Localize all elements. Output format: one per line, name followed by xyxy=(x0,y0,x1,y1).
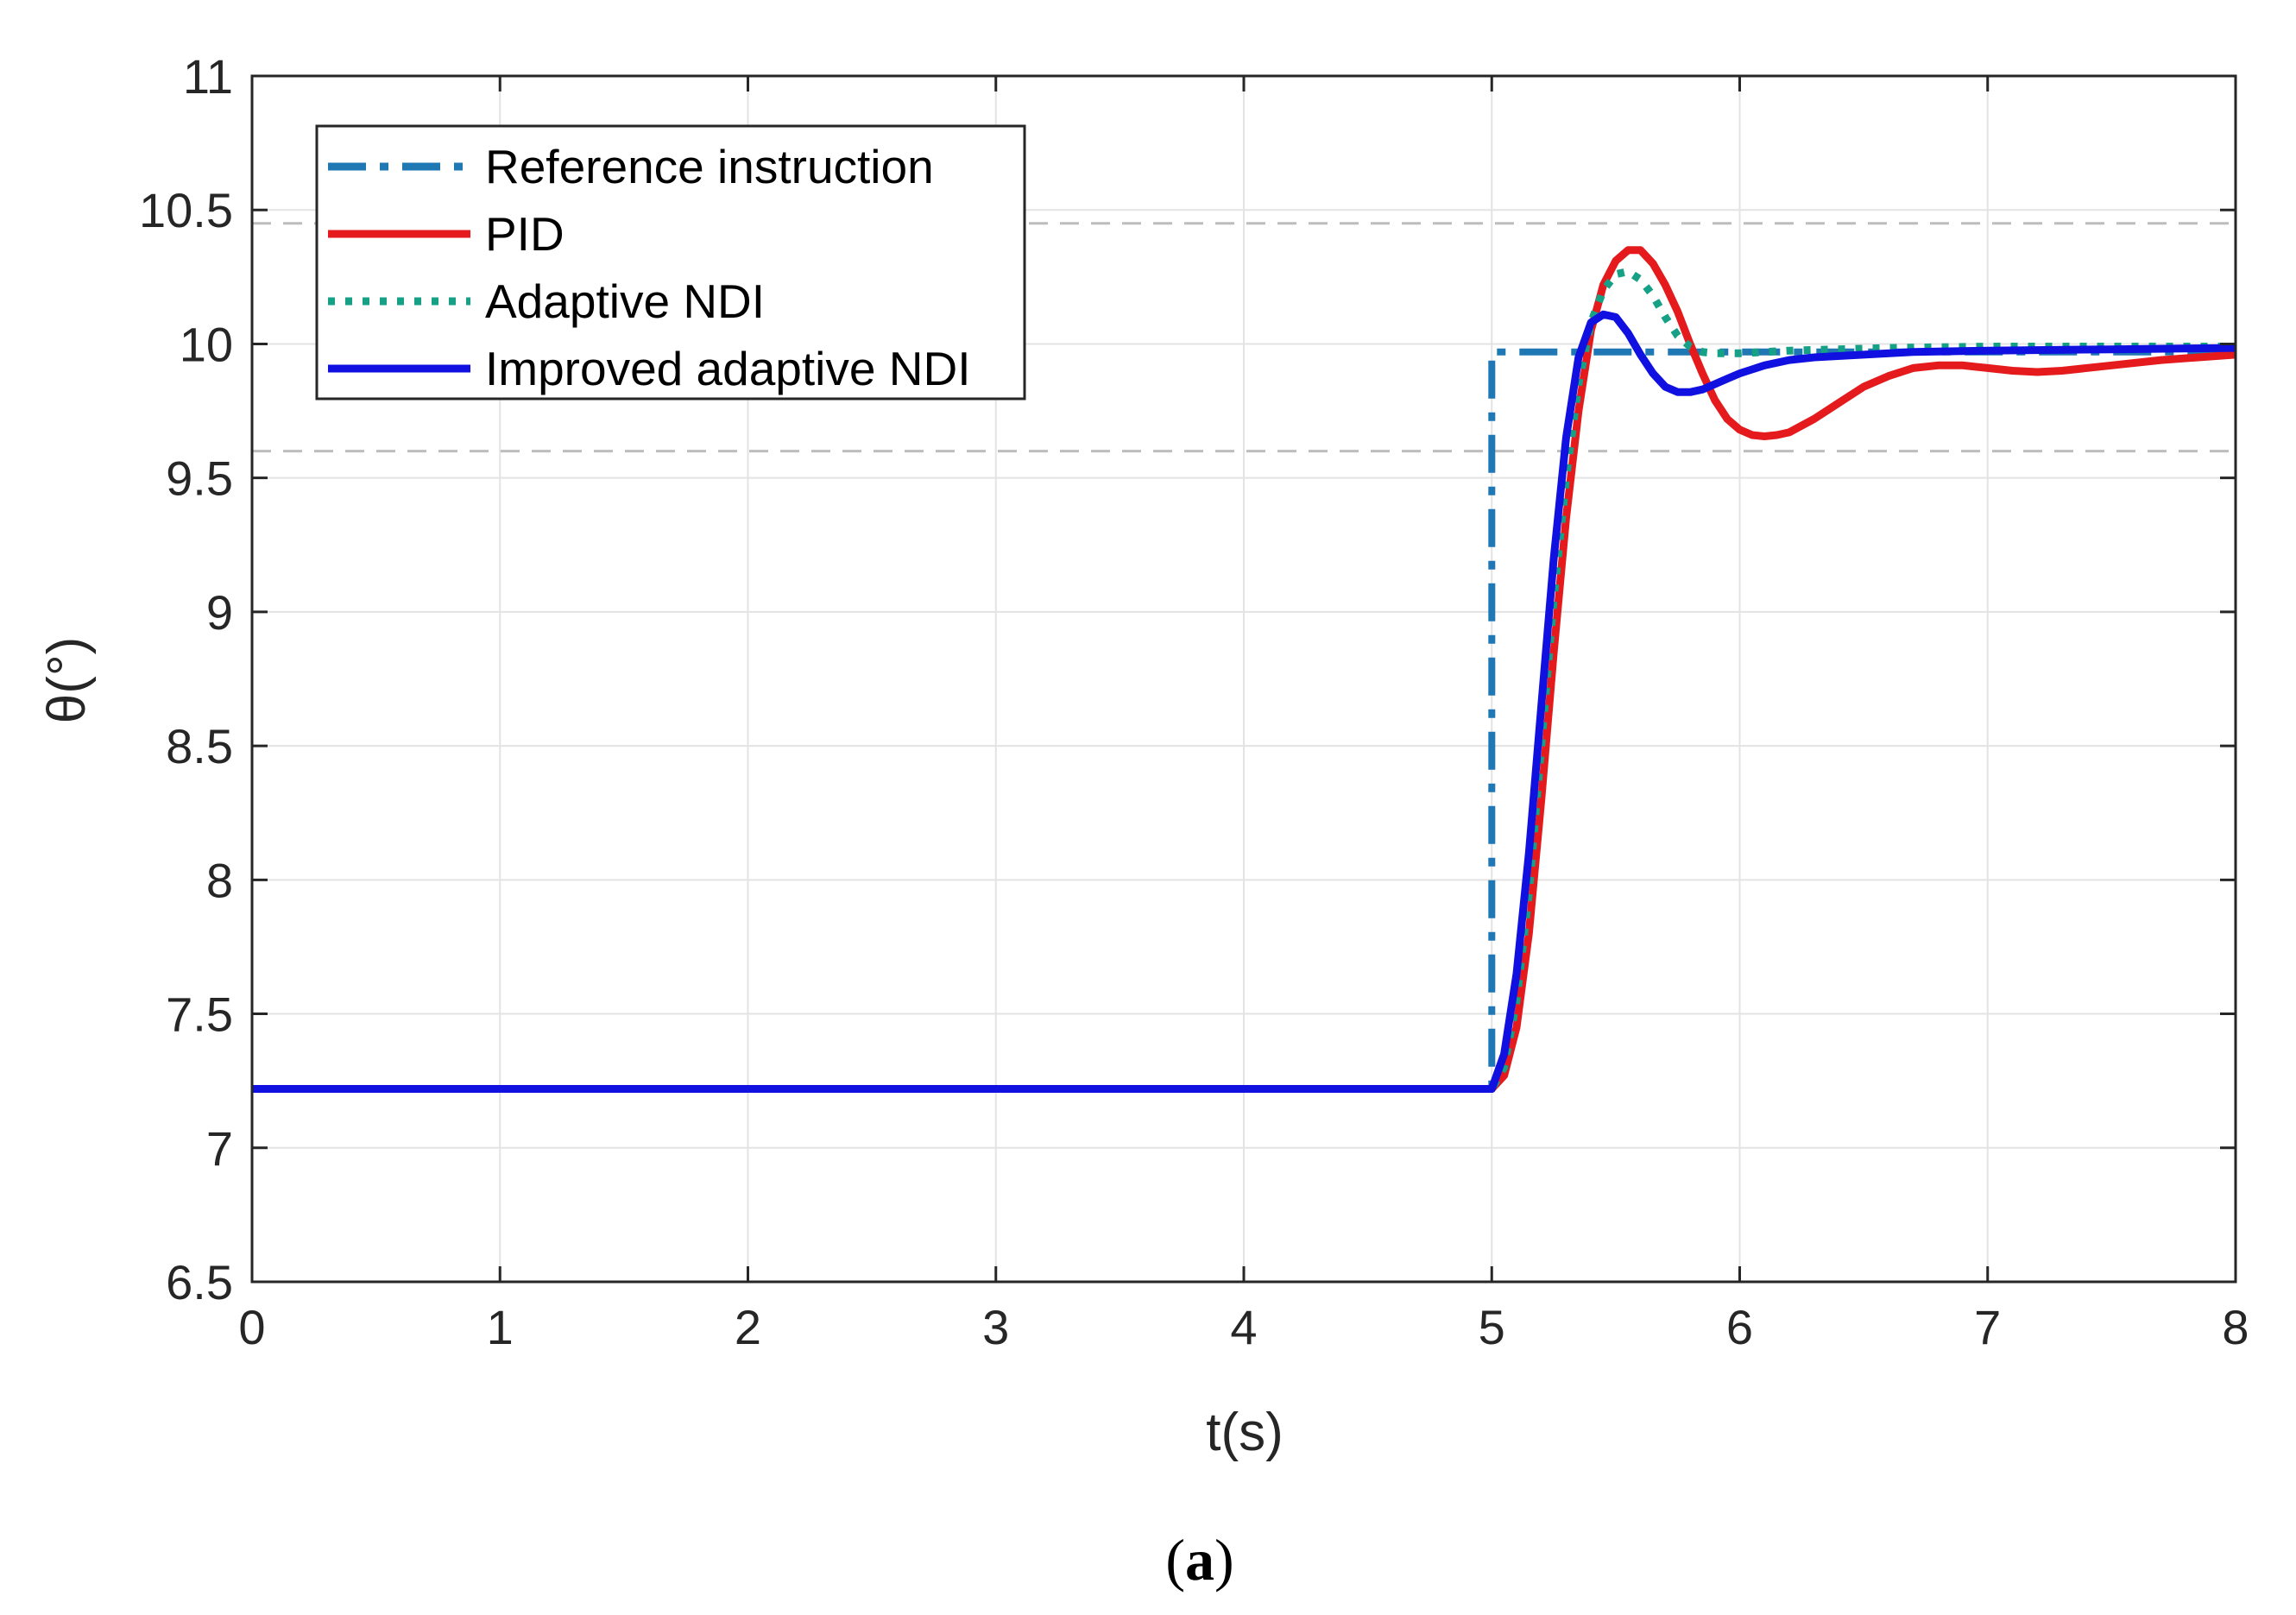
x-tick-label: 2 xyxy=(735,1300,761,1354)
legend-label-1: PID xyxy=(485,207,565,261)
y-tick-label: 10.5 xyxy=(139,183,233,237)
y-tick-label: 6.5 xyxy=(166,1255,233,1309)
x-tick-label: 7 xyxy=(1974,1300,2001,1354)
x-tick-label: 3 xyxy=(982,1300,1009,1354)
x-tick-label: 8 xyxy=(2222,1300,2249,1354)
caption-letter: a xyxy=(1185,1527,1214,1593)
series-adaptive-ndi xyxy=(252,268,2236,1093)
x-tick-label: 4 xyxy=(1230,1300,1257,1354)
caption-close-paren: ) xyxy=(1214,1527,1234,1593)
caption-open-paren: ( xyxy=(1165,1527,1185,1593)
y-tick-label: 8 xyxy=(206,853,233,907)
y-tick-label: 10 xyxy=(180,317,233,371)
legend-label-3: Improved adaptive NDI xyxy=(485,342,971,395)
x-tick-label: 5 xyxy=(1479,1300,1505,1354)
bound-lines xyxy=(252,222,2236,453)
y-tick-label: 11 xyxy=(183,49,233,104)
legend-label-0: Reference instruction xyxy=(485,140,934,193)
x-tick-label: 1 xyxy=(487,1300,514,1354)
x-axis-title: t(s) xyxy=(1206,1403,1284,1462)
y-axis-ticks: 6.5 7 7.5 8 8.5 9 9.5 10 10.5 11 xyxy=(139,49,2236,1309)
y-tick-label: 7 xyxy=(206,1121,233,1176)
series-improved-adaptive-ndi xyxy=(252,310,2236,1093)
y-axis-title: θ(°) xyxy=(37,637,97,724)
y-tick-label: 9.5 xyxy=(166,451,233,506)
grid-lines xyxy=(251,75,2236,1283)
data-series xyxy=(252,246,2236,1093)
series-pid xyxy=(252,246,2236,1093)
x-axis-ticks: 0 1 2 3 4 5 6 7 8 xyxy=(238,76,2249,1354)
legend: Reference instruction PID Adaptive NDI Impr… xyxy=(315,124,1026,401)
y-tick-label: 7.5 xyxy=(166,987,233,1042)
x-tick-label: 6 xyxy=(1726,1300,1753,1354)
y-tick-label: 8.5 xyxy=(166,719,233,773)
x-tick-label: 0 xyxy=(238,1300,265,1354)
figure-caption: (a) xyxy=(1165,1527,1233,1593)
legend-label-2: Adaptive NDI xyxy=(485,274,765,328)
legend-box xyxy=(315,124,1026,401)
y-tick-label: 9 xyxy=(206,585,233,640)
